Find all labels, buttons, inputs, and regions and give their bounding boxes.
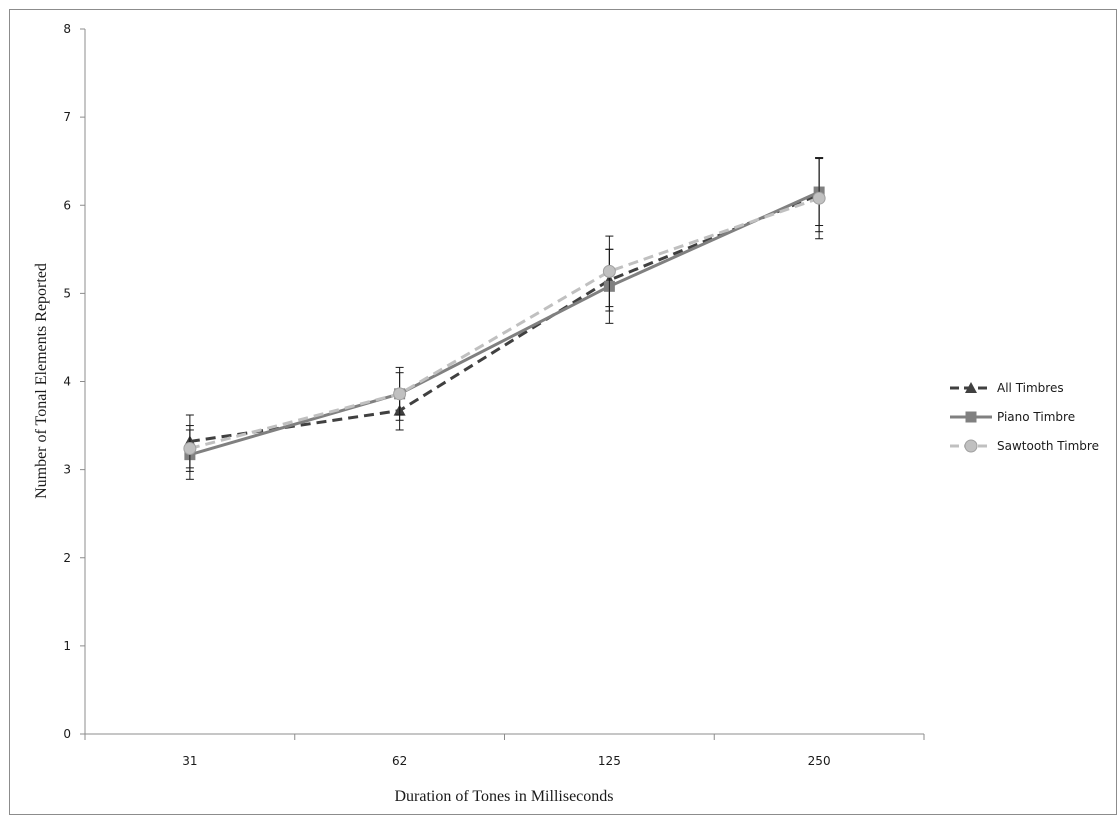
x-tick-label: 62 [392,754,407,768]
data-point [812,191,826,205]
legend-label: Sawtooth Timbre [997,439,1099,453]
series-layer [183,157,826,480]
series-line [189,190,820,457]
legend-item: Piano Timbre [950,410,1075,424]
axes [84,29,924,735]
legend-item: Sawtooth Timbre [950,439,1099,453]
x-tick-label: 125 [598,754,621,768]
x-axis-ticks: 31 62 125 250 [84,734,925,768]
x-tick-label: 250 [808,754,831,768]
series-piano-timbre [184,158,825,480]
data-point [602,264,616,278]
y-tick-label: 4 [63,375,71,389]
y-axis-ticks: 0 1 2 3 4 5 6 7 8 [63,22,85,741]
legend-swatch-marker [965,382,977,393]
y-tick-label: 7 [63,110,71,124]
data-point [393,387,407,401]
legend-swatch-marker [964,439,978,453]
y-tick-label: 8 [63,22,71,36]
y-tick-label: 0 [63,727,71,741]
legend-swatch-marker [965,411,977,423]
y-axis-title: Number of Tonal Elements Reported [33,263,50,499]
x-tick-label: 31 [182,754,197,768]
y-tick-label: 2 [63,551,71,565]
legend-label: All Timbres [997,381,1064,395]
series-all-timbres [183,157,826,469]
series-line [189,196,820,450]
data-point [183,441,197,455]
chart-frame [9,9,1117,815]
legend-item: All Timbres [950,381,1064,395]
series-sawtooth-timbre [183,157,826,472]
y-tick-label: 5 [63,286,71,300]
legend: All Timbres Piano Timbre Sawtooth Timbre [950,381,1099,453]
y-tick-label: 1 [63,639,71,653]
x-axis-title: Duration of Tones in Milliseconds [394,788,613,805]
y-tick-label: 3 [63,463,71,477]
legend-label: Piano Timbre [997,410,1075,424]
y-tick-label: 6 [63,198,71,212]
